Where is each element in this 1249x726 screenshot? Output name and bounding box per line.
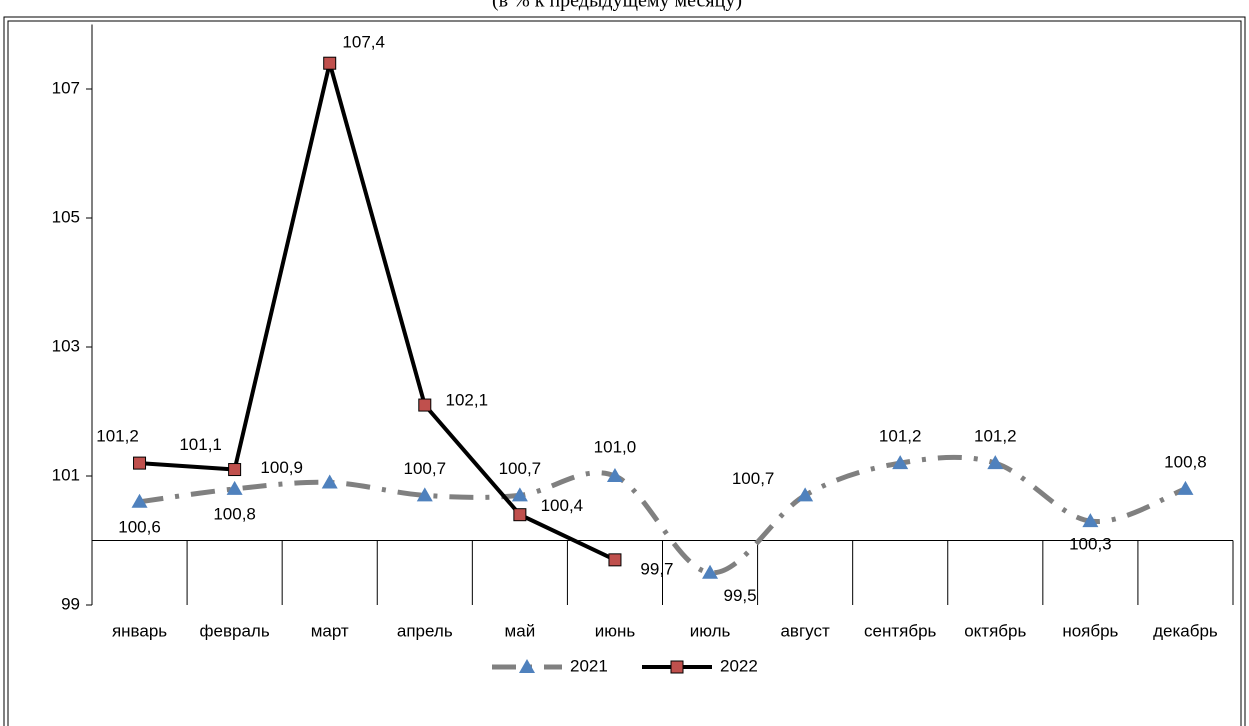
x-tick-label: апрель (397, 621, 453, 640)
marker (133, 456, 147, 470)
x-tick-label: ноябрь (1062, 621, 1118, 640)
series-line (139, 62, 616, 562)
marker (987, 455, 1004, 470)
x-tick-label: октябрь (964, 621, 1026, 640)
data-label: 101,2 (974, 427, 1017, 446)
data-label: 100,7 (499, 459, 542, 478)
data-label: 100,7 (732, 469, 775, 488)
marker (608, 553, 622, 567)
frame-inner (7, 20, 1242, 726)
data-label: 100,3 (1069, 535, 1112, 554)
x-tick-label: май (505, 621, 536, 640)
data-label: 100,8 (213, 504, 256, 523)
x-tick-label: январь (112, 621, 167, 640)
marker (228, 463, 242, 477)
data-label: 100,9 (260, 458, 303, 477)
data-label: 100,7 (404, 459, 447, 478)
y-tick-label: 105 (52, 207, 80, 226)
x-tick-label: июль (690, 621, 731, 640)
data-label: 101,2 (96, 427, 139, 446)
data-label: 99,5 (723, 586, 756, 605)
data-label: 99,7 (640, 559, 673, 578)
data-label: 101,1 (179, 435, 222, 454)
marker (226, 480, 243, 495)
data-label: 100,8 (1164, 452, 1207, 471)
data-label: 107,4 (342, 33, 385, 52)
legend-marker (670, 660, 684, 674)
x-tick-label: февраль (200, 621, 270, 640)
y-tick-label: 107 (52, 78, 80, 97)
x-tick-label: август (780, 621, 829, 640)
y-tick-label: 101 (52, 465, 80, 484)
legend-marker (519, 659, 535, 673)
marker (131, 493, 148, 508)
chart-subtitle: (в % к предыдущему месяцу) (492, 0, 742, 12)
marker (1082, 513, 1099, 528)
legend-label: 2021 (570, 656, 608, 675)
frame-outer (3, 16, 1246, 726)
marker (892, 455, 909, 470)
data-label: 102,1 (446, 391, 489, 410)
data-label: 101,0 (594, 437, 637, 456)
series-line (139, 454, 1187, 576)
y-tick-label: 103 (52, 336, 80, 355)
marker (323, 56, 337, 70)
legend-label: 2022 (720, 656, 758, 675)
marker (797, 487, 814, 502)
marker (418, 398, 432, 412)
y-tick-label: 99 (61, 594, 80, 613)
marker (416, 487, 433, 502)
x-tick-label: декабрь (1153, 621, 1218, 640)
marker (513, 508, 527, 522)
marker (702, 564, 719, 579)
x-tick-label: сентябрь (864, 621, 937, 640)
marker (321, 474, 338, 489)
data-label: 100,6 (118, 517, 161, 536)
x-tick-label: июнь (595, 621, 636, 640)
marker (606, 468, 623, 482)
data-label: 101,2 (879, 427, 922, 446)
marker (511, 487, 528, 502)
data-label: 100,4 (541, 496, 584, 515)
x-tick-label: март (311, 621, 349, 640)
marker (1177, 480, 1194, 495)
